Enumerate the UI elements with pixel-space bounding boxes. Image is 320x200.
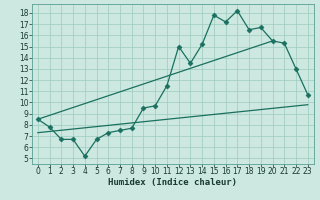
X-axis label: Humidex (Indice chaleur): Humidex (Indice chaleur)	[108, 178, 237, 187]
